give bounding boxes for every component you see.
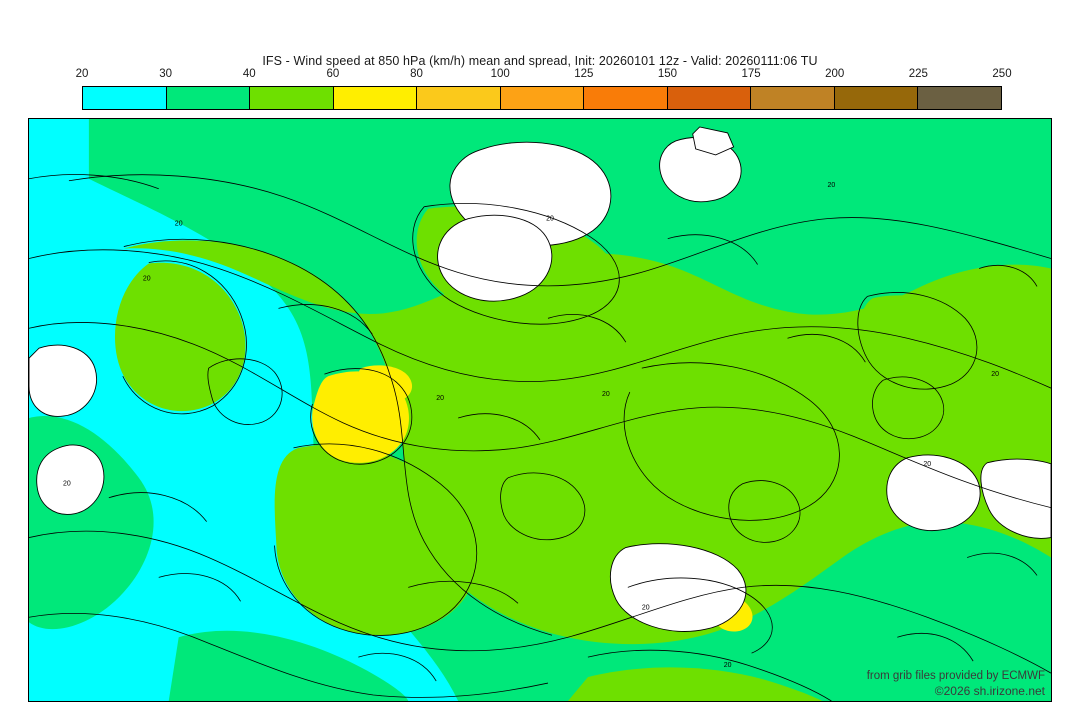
contour-label: 20 <box>602 391 610 398</box>
colorbar-tick-125: 125 <box>574 68 594 80</box>
colorbar-tick-175: 175 <box>741 68 761 80</box>
landmass-white <box>29 126 1051 632</box>
colorbar-segment-200-225 <box>834 87 919 109</box>
colorbar-tick-225: 225 <box>908 68 928 80</box>
contour-label: 20 <box>175 221 183 228</box>
colorbar-segment-40-60 <box>250 87 334 109</box>
map-canvas[interactable]: 20 20 20 20 20 20 20 20 20 20 20 from gr… <box>28 118 1052 702</box>
contour-label: 20 <box>991 371 999 378</box>
colorbar-segment-225-250 <box>918 87 1002 109</box>
contour-label: 20 <box>143 275 151 282</box>
page-title: IFS - Wind speed at 850 hPa (km/h) mean … <box>262 54 818 68</box>
colorbar-segment-100-125 <box>500 87 585 109</box>
colorbar-segment-20-30 <box>83 87 167 109</box>
colorbar-tick-20: 20 <box>75 68 89 80</box>
colorbar-tick-30: 30 <box>159 68 173 80</box>
colorbar-tick-labels: 20 30 40 60 80 100 125 150 175 200 225 250 <box>76 68 1012 84</box>
colorbar-segment-125-150 <box>584 87 668 109</box>
colorbar-tick-60: 60 <box>326 68 340 80</box>
contour-label: 20 <box>642 604 650 611</box>
colorbar-segments <box>82 86 1002 110</box>
field-band-40-60 <box>114 206 1051 701</box>
colorbar-segment-60-80 <box>333 87 418 109</box>
contour-label: 20 <box>724 662 732 669</box>
colorbar-tick-40: 40 <box>242 68 256 80</box>
contour-label: 20 <box>828 182 836 189</box>
contour-label: 20 <box>923 461 931 468</box>
contour-label: 20 <box>436 395 444 402</box>
colorbar-segment-80-100 <box>417 87 501 109</box>
colorbar-segment-150-175 <box>667 87 752 109</box>
contour-label: 20 <box>546 216 554 223</box>
colorbar-segment-30-40 <box>166 87 251 109</box>
contour-lines <box>29 174 1051 701</box>
contour-label: 20 <box>63 481 71 488</box>
colorbar-tick-100: 100 <box>490 68 510 80</box>
contour-label-group: 20 20 20 20 20 20 20 20 20 20 20 <box>63 182 999 669</box>
colorbar-segment-175-200 <box>751 87 835 109</box>
colorbar-tick-150: 150 <box>657 68 678 80</box>
colorbar-tick-250: 250 <box>992 68 1012 80</box>
wind-speed-field: 20 20 20 20 20 20 20 20 20 20 20 <box>29 119 1051 701</box>
colorbar-tick-80: 80 <box>410 68 423 80</box>
colorbar-tick-200: 200 <box>825 68 845 80</box>
colorbar <box>82 86 1002 110</box>
